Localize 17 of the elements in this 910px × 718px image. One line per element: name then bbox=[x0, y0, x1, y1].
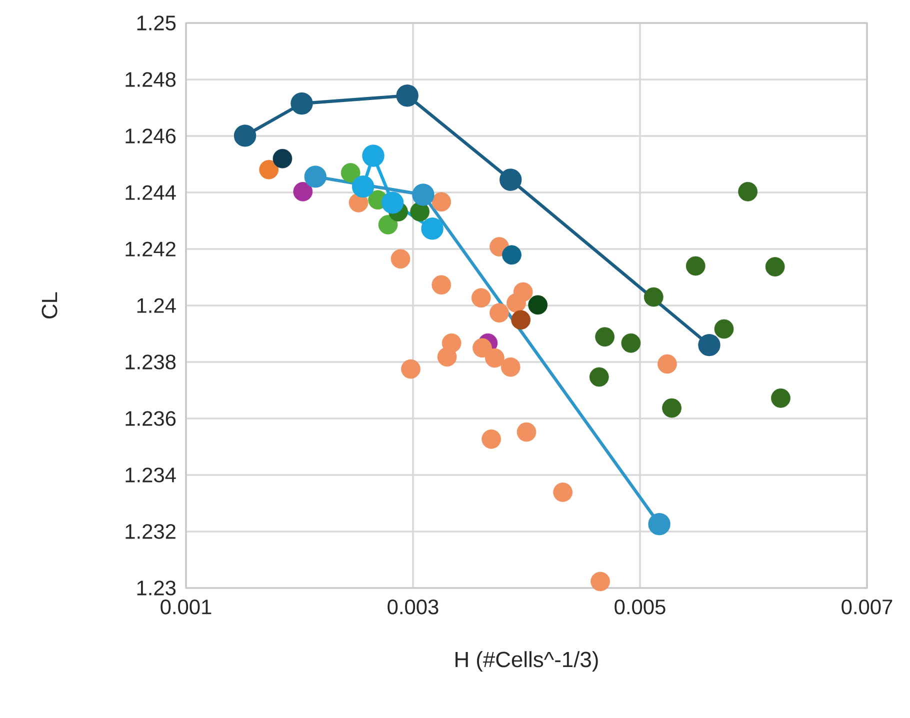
x-tick-label: 0.007 bbox=[842, 600, 892, 614]
y-tick-label: 1.238 bbox=[126, 354, 176, 370]
y-tick-label: 1.242 bbox=[126, 242, 176, 256]
y-tick-label: 1.24 bbox=[137, 298, 176, 313]
y-tick-label: 1.248 bbox=[126, 72, 176, 87]
y-axis-title: CL bbox=[42, 292, 58, 318]
x-tick-label: 0.001 bbox=[160, 600, 212, 614]
y-tick-label: 1.23 bbox=[137, 580, 176, 596]
y-tick-label: 1.234 bbox=[126, 468, 176, 482]
y-tick-label: 1.232 bbox=[126, 524, 176, 539]
x-tick-label: 0.005 bbox=[614, 600, 666, 614]
x-axis-title: H (#Cells^-1/3) bbox=[456, 651, 598, 672]
y-tick-label: 1.246 bbox=[126, 128, 176, 144]
y-tick-label: 1.244 bbox=[126, 185, 176, 200]
y-tick-label: 1.25 bbox=[137, 16, 176, 30]
x-tick-label: 0.003 bbox=[388, 600, 438, 614]
y-tick-label: 1.236 bbox=[126, 411, 176, 426]
